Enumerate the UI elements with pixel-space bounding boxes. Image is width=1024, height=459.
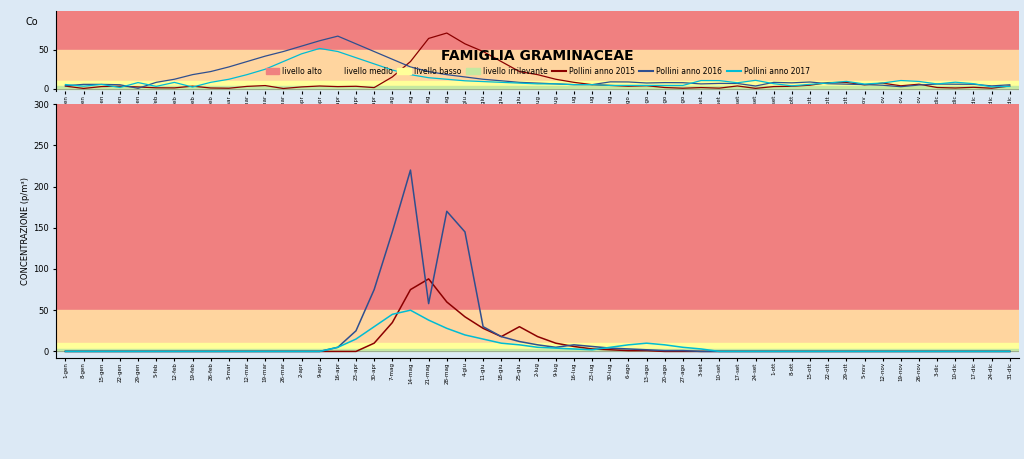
Bar — [56, 81, 1019, 86]
Y-axis label: CONCENTRAZIONE (p/m³): CONCENTRAZIONE (p/m³) — [22, 177, 30, 285]
Bar — [56, 86, 1019, 89]
Y-axis label: Co: Co — [26, 17, 39, 28]
Bar — [56, 104, 1019, 310]
Title: FAMIGLIA GRAMINACEAE: FAMIGLIA GRAMINACEAE — [441, 49, 634, 63]
Legend: livello alto, livello medio, livello basso, livello irrilevante, Pollini anno 20: livello alto, livello medio, livello bas… — [262, 63, 813, 78]
Bar — [56, 349, 1019, 352]
Bar — [56, 50, 1019, 81]
Bar — [56, 343, 1019, 349]
Bar — [56, 11, 1019, 50]
Bar — [56, 310, 1019, 343]
